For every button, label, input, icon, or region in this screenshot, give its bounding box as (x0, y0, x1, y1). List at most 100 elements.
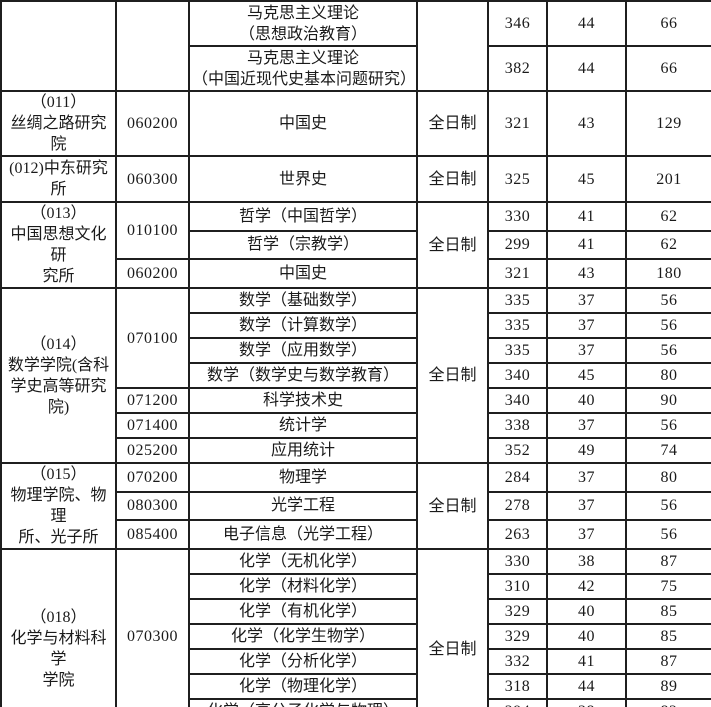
college-cell: （011） 丝绸之路研究院 (0, 90, 117, 157)
major-code-cell (115, 0, 190, 92)
score-cell-1: 263 (487, 519, 548, 550)
score-cell-3: 87 (625, 648, 711, 675)
score-cell-1: 335 (487, 337, 548, 364)
major-name-cell: 电子信息（光学工程） (188, 519, 418, 550)
table-row: 化学（有机化学） 329 40 85 (1, 598, 711, 625)
score-cell-3: 85 (625, 623, 711, 650)
score-cell-3: 62 (625, 229, 711, 261)
score-cell-3: 66 (625, 0, 711, 47)
score-cell-3: 75 (625, 573, 711, 600)
major-name-cell: 数学（应用数学） (188, 337, 418, 364)
score-cell-2: 44 (546, 673, 627, 700)
score-cell-2: 44 (546, 0, 627, 47)
score-cell-3: 129 (625, 90, 711, 157)
major-name-cell: 数学（基础数学） (188, 287, 418, 314)
study-mode-cell: 全日制 (416, 462, 489, 550)
score-cell-3: 56 (625, 337, 711, 364)
score-cell-2: 37 (546, 462, 627, 493)
table-row: 化学（分析化学） 332 41 87 (1, 648, 711, 675)
score-cell-2: 38 (546, 698, 627, 707)
table-row: 数学（计算数学） 335 37 56 (1, 312, 711, 339)
score-cell-2: 43 (546, 258, 627, 289)
college-cell: （015） 物理学院、物理 所、光子所 (0, 462, 117, 550)
table-row: (012)中东研究 所 060300 世界史 全日制 325 45 201 (0, 155, 711, 203)
score-cell-2: 37 (546, 490, 627, 522)
table-row: 080300 光学工程 278 37 56 (1, 490, 711, 522)
score-cell-1: 335 (487, 287, 548, 314)
score-cell-3: 66 (625, 45, 711, 92)
study-mode-cell (416, 0, 489, 92)
college-cell (0, 0, 117, 92)
score-cell-3: 56 (625, 312, 711, 339)
major-name-cell: 世界史 (188, 155, 418, 203)
study-mode-cell: 全日制 (416, 201, 489, 289)
major-name-cell: 化学（高分子化学与物理） (188, 698, 418, 707)
major-code-cell: 070200 (115, 462, 190, 493)
major-code-cell: 070300 (115, 548, 190, 707)
score-cell-1: 330 (487, 201, 548, 232)
score-cell-1: 330 (487, 548, 548, 575)
major-name-cell: 化学（分析化学） (188, 648, 418, 675)
score-cell-3: 74 (625, 437, 711, 464)
score-cell-2: 45 (546, 155, 627, 203)
score-cell-3: 85 (625, 598, 711, 625)
score-cell-2: 37 (546, 412, 627, 439)
table-row: 数学（数学史与数学教育） 340 45 80 (1, 362, 711, 389)
score-cell-2: 43 (546, 90, 627, 157)
major-name-cell: 物理学 (188, 462, 418, 493)
score-cell-3: 56 (625, 519, 711, 550)
score-cell-2: 37 (546, 337, 627, 364)
major-name-cell: 统计学 (188, 412, 418, 439)
score-cell-2: 40 (546, 387, 627, 414)
major-name-cell: 马克思主义理论 （思想政治教育） (188, 0, 418, 47)
college-cell: (012)中东研究 所 (0, 155, 117, 203)
major-code-cell: 080300 (115, 490, 190, 522)
score-cell-1: 278 (487, 490, 548, 522)
table-row: 数学（应用数学） 335 37 56 (1, 337, 711, 364)
score-cell-2: 41 (546, 201, 627, 232)
major-name-cell: 中国史 (188, 258, 418, 289)
score-cell-2: 37 (546, 287, 627, 314)
score-cell-1: 325 (487, 155, 548, 203)
major-code-cell: 085400 (115, 519, 190, 550)
study-mode-cell: 全日制 (416, 155, 489, 203)
score-cell-2: 49 (546, 437, 627, 464)
table-row: （014） 数学学院(含科 学史高等研究 院) 070100 数学（基础数学） … (0, 287, 711, 464)
score-cell-3: 82 (625, 698, 711, 707)
table-row: 化学（高分子化学与物理） 294 38 82 (1, 698, 711, 707)
major-name-cell: 化学（物理化学） (188, 673, 418, 700)
table-row: （018） 化学与材料科学 学院 070300 化学（无机化学） 全日制 330… (0, 548, 711, 707)
score-cell-1: 294 (487, 698, 548, 707)
table-row: 071200 科学技术史 340 40 90 (1, 387, 711, 414)
major-name-cell: 光学工程 (188, 490, 418, 522)
major-name-cell: 化学（材料化学） (188, 573, 418, 600)
score-cell-1: 299 (487, 229, 548, 261)
major-name-cell: 数学（计算数学） (188, 312, 418, 339)
score-cell-3: 87 (625, 548, 711, 575)
table-row: 马克思主义理论 （中国近现代史基本问题研究） 382 44 66 (1, 45, 711, 92)
score-cell-1: 310 (487, 573, 548, 600)
college-cell: （014） 数学学院(含科 学史高等研究 院) (0, 287, 117, 464)
table-row: 025200 应用统计 352 49 74 (1, 437, 711, 464)
score-cell-1: 318 (487, 673, 548, 700)
score-cell-1: 346 (487, 0, 548, 47)
major-code-cell: 071200 (115, 387, 190, 414)
score-cell-2: 42 (546, 573, 627, 600)
major-name-cell: 中国史 (188, 90, 418, 157)
major-code-cell: 060200 (115, 90, 190, 157)
score-cell-3: 89 (625, 673, 711, 700)
score-cell-2: 37 (546, 519, 627, 550)
table-row: 化学（化学生物学） 329 40 85 (1, 623, 711, 650)
major-code-cell: 025200 (115, 437, 190, 464)
major-name-cell: 科学技术史 (188, 387, 418, 414)
score-cell-3: 56 (625, 490, 711, 522)
score-cell-1: 329 (487, 623, 548, 650)
major-code-cell: 071400 (115, 412, 190, 439)
score-cell-1: 352 (487, 437, 548, 464)
score-cell-3: 56 (625, 287, 711, 314)
major-name-cell: 哲学（宗教学） (188, 229, 418, 261)
score-cell-3: 201 (625, 155, 711, 203)
score-cell-2: 41 (546, 648, 627, 675)
major-name-cell: 数学（数学史与数学教育） (188, 362, 418, 389)
